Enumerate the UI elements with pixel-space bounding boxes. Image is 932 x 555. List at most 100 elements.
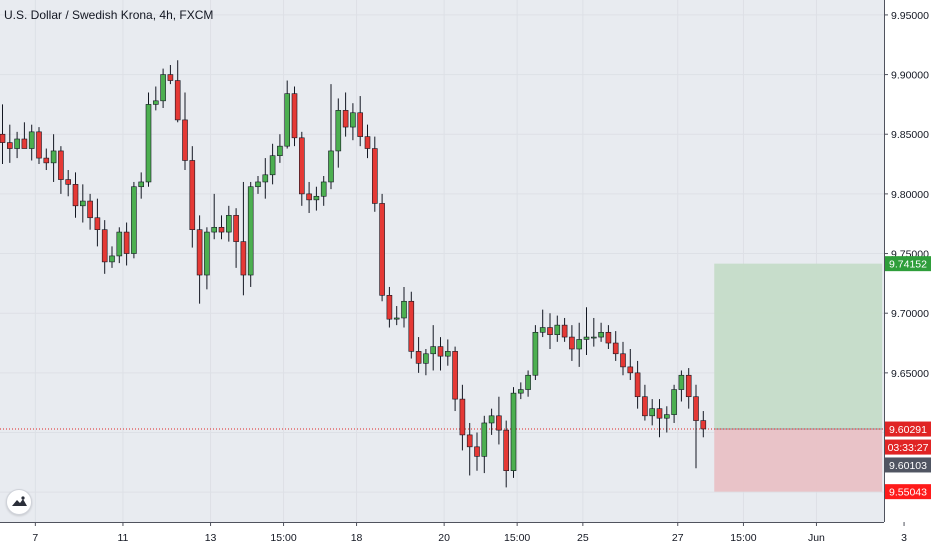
price-tag-label: 9.60103	[889, 460, 927, 472]
candle-down	[408, 300, 415, 352]
y-tick-label: 9.90000	[891, 70, 929, 82]
candle-down	[357, 112, 364, 137]
candle-down	[240, 241, 247, 276]
candle-up	[510, 392, 517, 471]
price-tag-box	[885, 457, 931, 473]
candle-down	[634, 372, 641, 398]
candle-down	[612, 342, 619, 355]
candle-up	[481, 422, 488, 457]
candle-down	[0, 133, 6, 143]
candle-up	[430, 346, 437, 355]
candle-up	[444, 351, 451, 357]
candle-down	[298, 137, 305, 195]
price-tag-stop: 9.55043	[885, 484, 931, 500]
candle-up	[262, 174, 269, 183]
candle-down	[379, 203, 385, 296]
x-tick-label: Jun	[808, 532, 825, 544]
x-tick-label: 15:00	[504, 532, 530, 544]
time-axis-background	[0, 522, 932, 550]
candle-up	[145, 104, 152, 183]
price-tag-box	[885, 439, 931, 455]
candle-down	[627, 366, 634, 374]
candle-up	[488, 415, 495, 424]
x-tick-label: 11	[117, 532, 128, 544]
candle-down	[58, 150, 64, 180]
candle-up	[313, 195, 320, 201]
x-tick-label: 13	[205, 532, 217, 544]
candle-down	[189, 160, 196, 230]
candle-up	[247, 186, 254, 276]
candle-down	[437, 346, 444, 357]
x-tick-label: 15:00	[270, 532, 296, 544]
candle-up	[50, 150, 57, 164]
price-tag-countdown: 03:33:27	[885, 439, 931, 455]
candle-up	[80, 200, 86, 207]
candle-up	[663, 414, 670, 419]
candle-down	[364, 136, 371, 149]
candle-up	[138, 181, 144, 188]
candle-up	[131, 186, 137, 254]
candle-down	[21, 138, 28, 149]
y-tick-label: 9.95000	[891, 10, 929, 22]
candle-down	[43, 157, 50, 164]
candle-down	[306, 193, 312, 201]
candle-up	[284, 93, 291, 147]
candle-down	[452, 351, 458, 400]
price-tag-label: 03:33:27	[888, 442, 929, 454]
candle-down	[700, 420, 707, 430]
candle-up	[423, 353, 429, 364]
price-tag-box	[885, 256, 931, 272]
candle-down	[36, 131, 42, 159]
candle-down	[415, 351, 422, 364]
chart-title: U.S. Dollar / Swedish Krona, 4h, FXCM	[4, 8, 214, 22]
candle-up	[116, 231, 123, 257]
price-tags: 9.74152 9.60291 03:33:27 9.60103 9.55043	[885, 256, 931, 500]
x-tick-label: 20	[438, 532, 450, 544]
candle-up	[109, 255, 115, 263]
candle-down	[642, 396, 648, 417]
candle-up	[590, 336, 597, 339]
candle-down	[167, 74, 174, 81]
candle-down	[620, 353, 626, 368]
y-tick-label: 9.65000	[891, 368, 929, 380]
price-tag-box	[885, 484, 931, 500]
price-tag-target: 9.74152	[885, 256, 931, 272]
candle-up	[525, 374, 531, 390]
candle-up	[226, 215, 232, 233]
candles	[0, 60, 707, 488]
candle-up	[335, 110, 342, 152]
x-tick-label: 18	[351, 532, 363, 544]
candle-up	[583, 336, 590, 340]
candle-up	[328, 150, 334, 183]
candle-down	[474, 446, 480, 457]
candle-up	[671, 389, 677, 415]
candle-down	[656, 408, 663, 419]
candle-down	[182, 119, 188, 161]
candle-down	[605, 331, 612, 344]
candle-down	[101, 229, 108, 263]
logo-mountain-icon	[12, 496, 27, 506]
candle-down	[87, 200, 93, 219]
price-tag-last: 9.60291	[885, 421, 931, 437]
candle-down	[94, 217, 101, 230]
candle-up	[393, 317, 400, 320]
candle-up	[539, 327, 546, 333]
price-tag-label: 9.60291	[889, 424, 927, 436]
candle-down	[466, 434, 473, 448]
candle-down	[547, 327, 553, 335]
candle-down	[342, 110, 349, 128]
candle-up	[554, 324, 561, 335]
tradingview-logo-icon[interactable]	[6, 489, 32, 515]
y-tick-label: 9.70000	[891, 308, 929, 320]
long-position-zones[interactable]	[714, 263, 883, 492]
candle-up	[14, 138, 20, 149]
candle-down	[196, 229, 203, 276]
candle-down	[503, 429, 510, 471]
x-tick-label: 25	[577, 532, 589, 544]
candle-up	[255, 181, 261, 188]
candle-up	[204, 231, 210, 276]
candle-down	[72, 184, 79, 207]
y-tick-label: 9.80000	[891, 189, 929, 201]
